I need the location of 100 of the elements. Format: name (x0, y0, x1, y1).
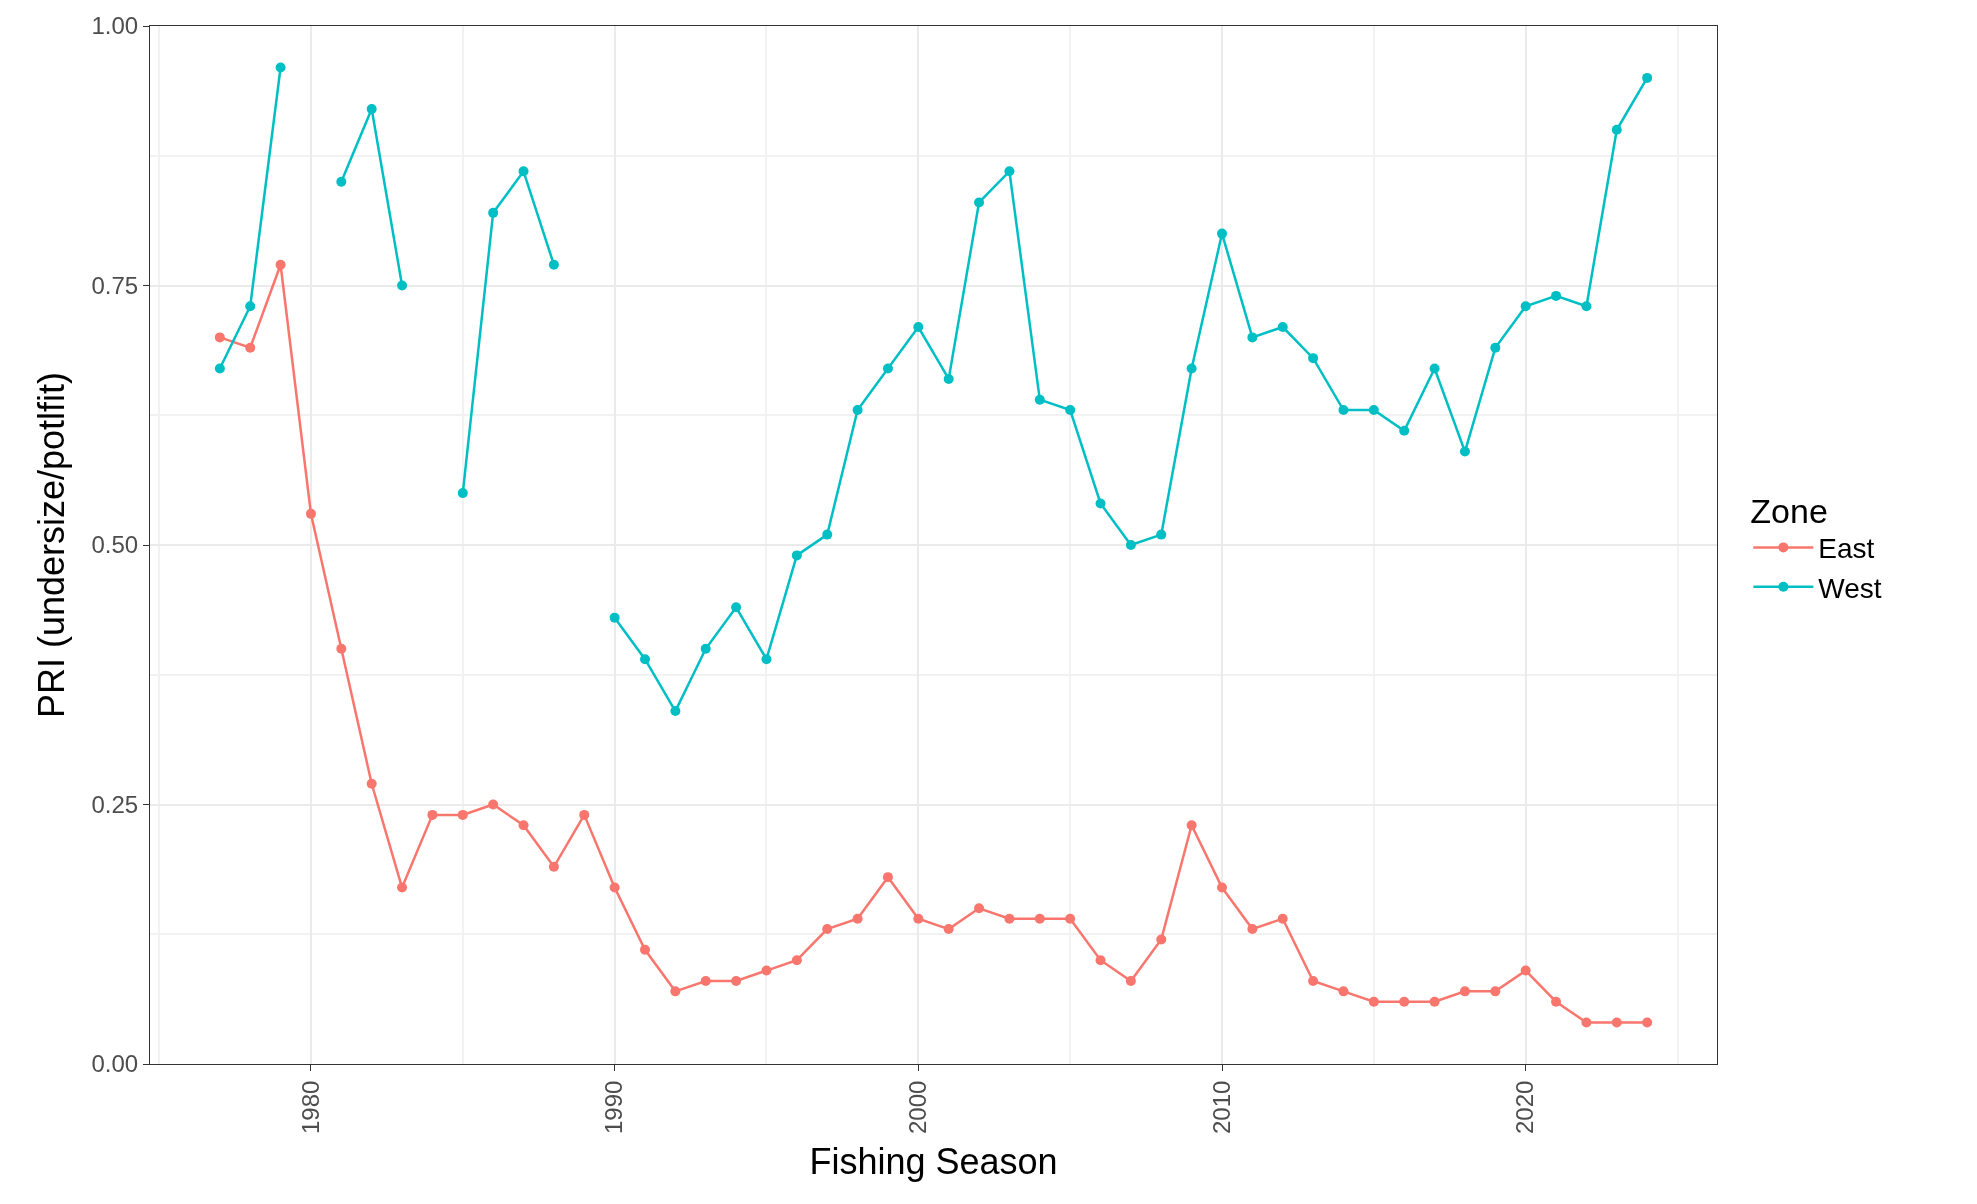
x-axis-title: Fishing Season (809, 1140, 1058, 1182)
point (670, 986, 681, 997)
point (1642, 1017, 1653, 1028)
point (1611, 124, 1622, 135)
point (1490, 986, 1501, 997)
point (488, 207, 499, 218)
point (1429, 996, 1440, 1007)
point (700, 643, 711, 654)
point (913, 913, 924, 924)
x-tick-label: 2020 (1511, 1080, 1539, 1134)
point (427, 809, 438, 820)
point (1459, 986, 1470, 997)
point (640, 944, 650, 955)
point (609, 882, 620, 893)
point (852, 405, 863, 416)
point (1034, 913, 1045, 924)
point (214, 363, 225, 374)
point (913, 322, 924, 333)
point (366, 778, 377, 789)
point (366, 104, 377, 115)
point (974, 197, 985, 208)
y-tick-label: 1.00 (91, 12, 139, 40)
point (275, 259, 286, 270)
point (245, 342, 256, 353)
point (1368, 405, 1379, 416)
point (1217, 228, 1227, 239)
point (488, 799, 499, 810)
point (1642, 72, 1653, 83)
point (1399, 425, 1410, 436)
point (761, 654, 772, 665)
point (1247, 924, 1258, 935)
point (548, 861, 559, 872)
point (457, 488, 468, 499)
point (822, 924, 833, 935)
point (1611, 1017, 1622, 1028)
point (1095, 498, 1106, 509)
point (457, 809, 468, 820)
point (1368, 996, 1379, 1007)
point (1156, 529, 1167, 540)
point (1399, 996, 1410, 1007)
point (822, 529, 833, 540)
x-tick-label: 1990 (600, 1080, 628, 1134)
x-tick-label: 1980 (296, 1080, 324, 1134)
point (1065, 913, 1076, 924)
point (518, 166, 529, 177)
point (1581, 1017, 1592, 1028)
point (882, 363, 893, 374)
y-tick-label: 0.00 (91, 1050, 139, 1078)
point (1186, 363, 1197, 374)
point (336, 176, 347, 187)
point (1551, 290, 1562, 301)
point (1125, 540, 1136, 550)
point (245, 301, 256, 312)
point (1186, 820, 1197, 831)
point (882, 872, 893, 883)
point (305, 508, 316, 519)
point (731, 602, 742, 613)
point (943, 924, 954, 935)
point (336, 643, 347, 654)
point (1581, 301, 1592, 312)
point (1277, 913, 1288, 924)
point (397, 882, 408, 893)
point (1004, 166, 1015, 177)
point (943, 373, 954, 384)
point (397, 280, 408, 291)
point (731, 975, 742, 986)
point (579, 809, 590, 820)
point (1217, 882, 1227, 893)
y-tick-label: 0.75 (91, 271, 139, 299)
point (518, 820, 529, 831)
point (852, 913, 863, 924)
y-tick-label: 0.50 (91, 531, 139, 559)
y-tick-label: 0.25 (91, 790, 139, 818)
point (640, 654, 650, 665)
point (214, 332, 225, 343)
point (791, 550, 802, 561)
point (1004, 913, 1015, 924)
point (1459, 446, 1470, 457)
y-axis-title: PRI (undersize/potlfit) (31, 371, 73, 719)
point (1429, 363, 1440, 374)
point (974, 903, 985, 914)
legend-title: Zone (1750, 491, 1828, 530)
point (1034, 394, 1045, 405)
point (1520, 301, 1531, 312)
point (275, 62, 286, 73)
point (1308, 353, 1319, 364)
point (1125, 975, 1136, 986)
point (1551, 996, 1562, 1007)
point (1338, 986, 1349, 997)
point (700, 975, 711, 986)
point (1156, 934, 1167, 945)
point (1065, 405, 1076, 416)
point (548, 259, 559, 270)
point (1490, 342, 1501, 353)
point (791, 955, 802, 966)
point (609, 612, 620, 623)
point (1520, 965, 1531, 976)
point (1277, 322, 1288, 333)
point (1308, 975, 1319, 986)
point (761, 965, 772, 976)
